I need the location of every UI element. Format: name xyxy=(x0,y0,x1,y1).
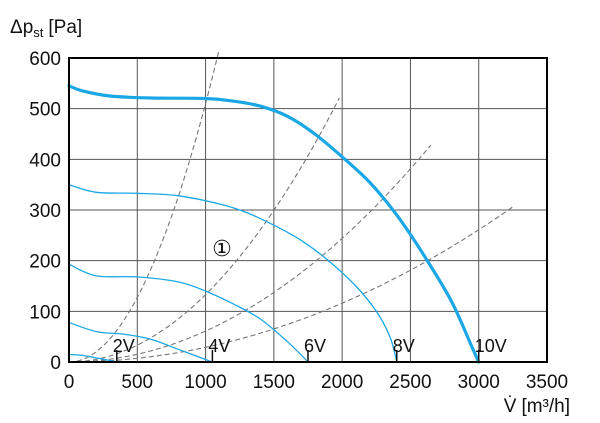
system-curve-3 xyxy=(68,144,432,363)
x-axis-title: V̇ [m³/h] xyxy=(504,396,570,417)
y-axis-title-sub: st xyxy=(33,25,44,40)
x-axis-title-main: V̇ xyxy=(504,396,517,417)
system-curve-2 xyxy=(68,97,340,363)
x-tick-label-2: 1000 xyxy=(184,372,226,393)
x-tick-label-5: 2500 xyxy=(389,372,431,393)
y-tick-label-6: 600 xyxy=(29,49,61,70)
fan-curve-4v xyxy=(68,321,214,363)
x-tick-label-1: 500 xyxy=(121,372,153,393)
series-labels: 10V 8V 6V 4V 2V xyxy=(113,336,507,362)
label-8v: 8V xyxy=(393,336,415,356)
fan-curve-6v xyxy=(68,263,309,363)
x-tick-label-7: 3500 xyxy=(526,372,568,393)
annotations: ① xyxy=(212,237,232,262)
x-tick-label-0: 0 xyxy=(64,372,75,393)
y-tick-label-1: 100 xyxy=(29,302,61,323)
y-tick-label-2: 200 xyxy=(29,252,61,273)
fan-curves xyxy=(67,84,481,364)
y-tick-label-0: 0 xyxy=(50,353,61,374)
annotation-1: ① xyxy=(212,237,232,262)
y-tick-label-4: 400 xyxy=(29,150,61,171)
y-axis-title-unit: [Pa] xyxy=(48,17,82,38)
fan-curve-10v xyxy=(67,84,481,364)
fan-curve-8v xyxy=(68,184,398,363)
y-axis-title: Δpst [Pa] xyxy=(10,17,82,40)
system-curves xyxy=(68,49,514,363)
label-2v: 2V xyxy=(113,336,135,356)
x-tick-label-6: 3000 xyxy=(458,372,500,393)
label-4v: 4V xyxy=(208,336,230,356)
grid xyxy=(68,57,548,363)
system-curve-1 xyxy=(68,49,220,363)
x-tick-label-4: 2000 xyxy=(321,372,363,393)
y-tick-label-5: 500 xyxy=(29,100,61,121)
y-tick-label-3: 300 xyxy=(29,201,61,222)
x-axis-title-unit: [m³/h] xyxy=(521,396,570,417)
y-axis-title-main: Δp xyxy=(10,17,33,38)
x-tick-label-3: 1500 xyxy=(253,372,295,393)
system-curve-4 xyxy=(69,206,514,363)
tick-labels: 0 500 1000 1500 2000 2500 3000 3500 0 100 200 300 40… xyxy=(29,49,568,393)
label-10v: 10V xyxy=(475,336,507,356)
label-6v: 6V xyxy=(304,336,326,356)
